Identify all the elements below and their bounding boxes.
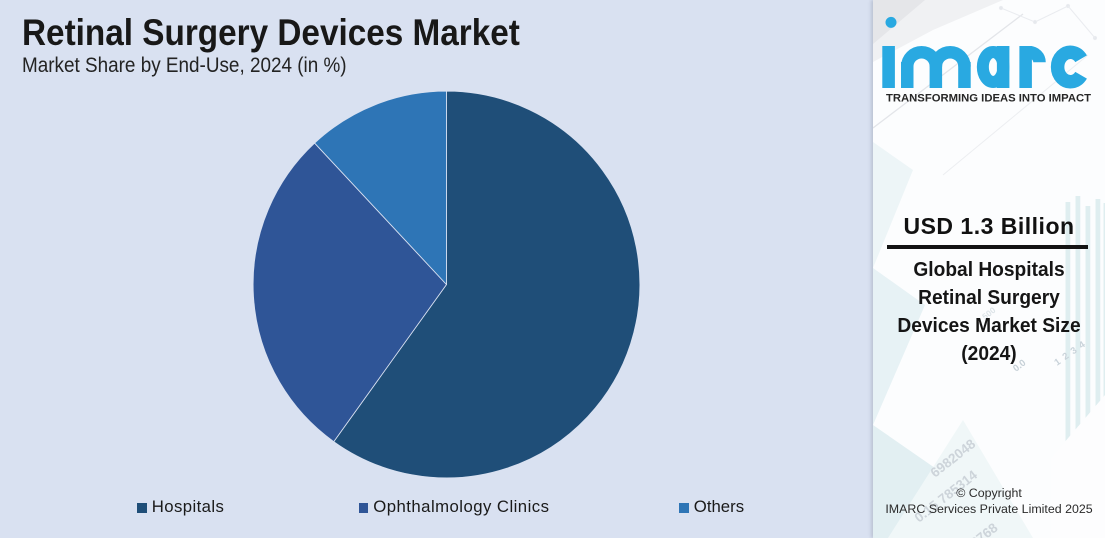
svg-text:TRANSFORMING IDEAS INTO IMPACT: TRANSFORMING IDEAS INTO IMPACT bbox=[886, 93, 1091, 105]
